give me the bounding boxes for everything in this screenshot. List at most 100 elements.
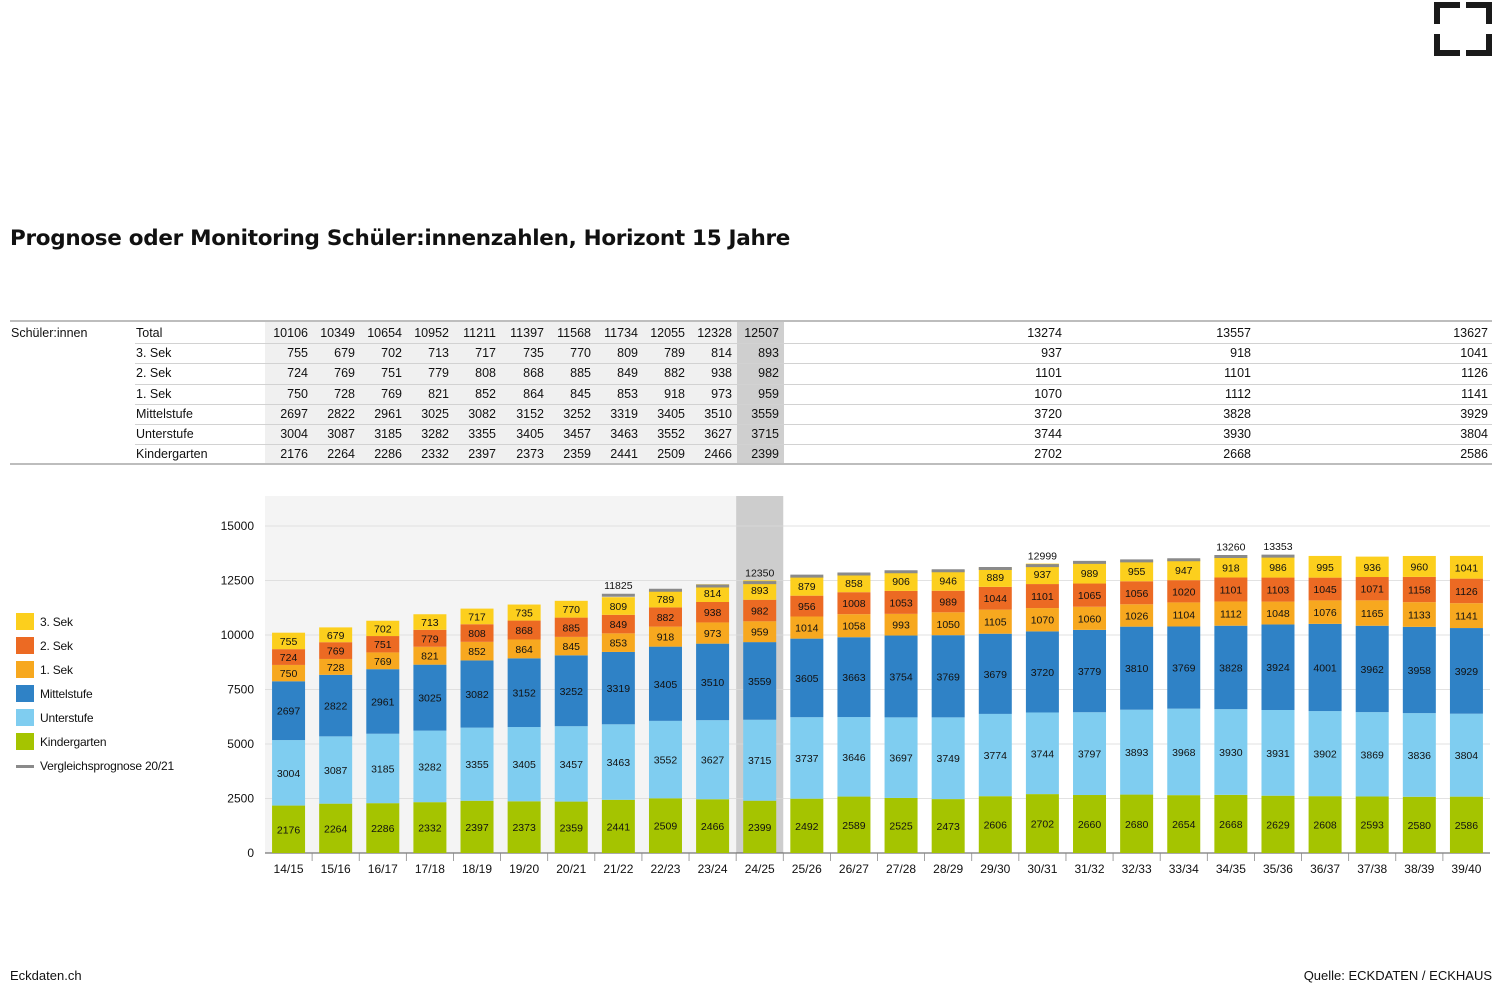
- bar-segment: [1120, 604, 1154, 627]
- x-tick-label: 33/34: [1169, 862, 1199, 876]
- bar-segment: [319, 736, 353, 804]
- data-label: 2608: [1313, 820, 1337, 832]
- bar-segment: [601, 724, 635, 800]
- data-label: 1044: [984, 593, 1008, 605]
- table-row-label: Mittelstufe: [136, 406, 193, 421]
- data-label: 1076: [1313, 607, 1337, 619]
- table-cell: 11568: [557, 326, 591, 340]
- bar-segment: [743, 580, 777, 600]
- table-cell: 3715: [751, 427, 779, 441]
- data-label: 918: [1222, 562, 1240, 574]
- y-tick-label: 0: [247, 846, 254, 860]
- table-cell: 959: [758, 386, 779, 401]
- table-row-label: Kindergarten: [136, 447, 208, 462]
- data-label: 3605: [795, 673, 819, 685]
- data-label: 3282: [418, 761, 442, 773]
- table-cell: 845: [570, 386, 591, 401]
- bar-segment: [460, 641, 494, 661]
- table-cell: 12055: [650, 326, 685, 340]
- table-row-label: 1. Sek: [136, 386, 172, 401]
- bar-segment: [1167, 795, 1201, 853]
- data-label: 946: [939, 575, 957, 587]
- data-label: 2264: [324, 823, 348, 835]
- table-forecast-cell: 13627: [1453, 326, 1488, 340]
- data-label: 755: [280, 636, 298, 648]
- bar-segment: [460, 800, 494, 853]
- data-label: 809: [610, 601, 628, 613]
- data-label: 3457: [560, 759, 584, 771]
- bar-segment: [1308, 577, 1342, 601]
- bar-segment: [743, 642, 777, 720]
- bar-segment: [507, 639, 541, 659]
- bar-segment: [1402, 555, 1436, 577]
- data-label: 3804: [1455, 750, 1479, 762]
- legend-swatch: [16, 709, 34, 726]
- bar-segment: [507, 727, 541, 802]
- data-label: 1026: [1125, 610, 1149, 622]
- data-label: 3737: [795, 753, 819, 765]
- data-label: 3902: [1313, 749, 1337, 761]
- table-cell: 814: [711, 346, 732, 361]
- data-label: 2525: [889, 820, 913, 832]
- data-label: 989: [1081, 568, 1099, 580]
- data-label: 3559: [748, 676, 772, 688]
- data-label: 769: [327, 646, 345, 658]
- data-label: 3510: [701, 677, 725, 689]
- legend-line-swatch: [16, 765, 34, 768]
- bar-segment: [1120, 581, 1154, 605]
- bar-segment: [1355, 556, 1389, 578]
- data-label: 3769: [936, 671, 960, 683]
- table-forecast-cell: 2702: [1034, 447, 1062, 462]
- table-cell: 3510: [704, 406, 732, 421]
- table-cell: 849: [617, 366, 638, 381]
- data-label: 3627: [701, 755, 725, 767]
- bar-segment: [319, 803, 353, 853]
- table-cell: 3252: [563, 406, 591, 421]
- bar-segment: [1073, 629, 1107, 713]
- data-label: 879: [798, 581, 816, 593]
- data-label: 2961: [371, 696, 395, 708]
- data-label: 864: [515, 644, 533, 656]
- bar-segment: [743, 800, 777, 853]
- data-label: 735: [515, 608, 533, 620]
- data-label: 1048: [1266, 608, 1290, 620]
- data-label: 770: [562, 604, 580, 616]
- data-label: 1045: [1313, 584, 1337, 596]
- x-tick-label: 32/33: [1122, 862, 1152, 876]
- bar-segment: [507, 620, 541, 640]
- bar-segment: [884, 635, 918, 718]
- table-row-rule: [135, 383, 1492, 385]
- bar-segment: [978, 633, 1012, 714]
- data-label: 2668: [1219, 819, 1243, 831]
- data-label: 852: [468, 646, 486, 658]
- bar-segment: [554, 636, 588, 656]
- table-cell: 885: [570, 366, 591, 381]
- x-tick-label: 21/22: [603, 862, 633, 876]
- table-cell: 755: [287, 346, 308, 361]
- table-cell: 751: [381, 366, 402, 381]
- bar-segment: [837, 614, 871, 638]
- data-label: 2397: [465, 822, 489, 834]
- bar-segment: [1308, 600, 1342, 624]
- bar-segment: [696, 622, 730, 644]
- bar-segment: [413, 614, 447, 630]
- footer-site: Eckdaten.ch: [10, 968, 82, 983]
- bar-segment: [648, 798, 682, 853]
- legend-label: Vergleichsprognose 20/21: [40, 759, 174, 773]
- x-tick-label: 26/27: [839, 862, 869, 876]
- data-label: 937: [1034, 569, 1052, 581]
- data-label: 751: [374, 639, 392, 651]
- data-label: 717: [468, 611, 486, 623]
- data-label: 995: [1316, 562, 1334, 574]
- data-label: 893: [751, 585, 769, 597]
- legend-swatch: [16, 685, 34, 702]
- bar-segment: [884, 590, 918, 614]
- bar-segment: [1167, 626, 1201, 709]
- legend-swatch: [16, 733, 34, 750]
- table-cell: 982: [758, 366, 779, 381]
- data-label: 1053: [889, 597, 913, 609]
- table-cell: 3627: [704, 427, 732, 441]
- table-cell: 735: [523, 346, 544, 361]
- data-label: 1071: [1361, 584, 1385, 596]
- table-cell: 938: [711, 366, 732, 381]
